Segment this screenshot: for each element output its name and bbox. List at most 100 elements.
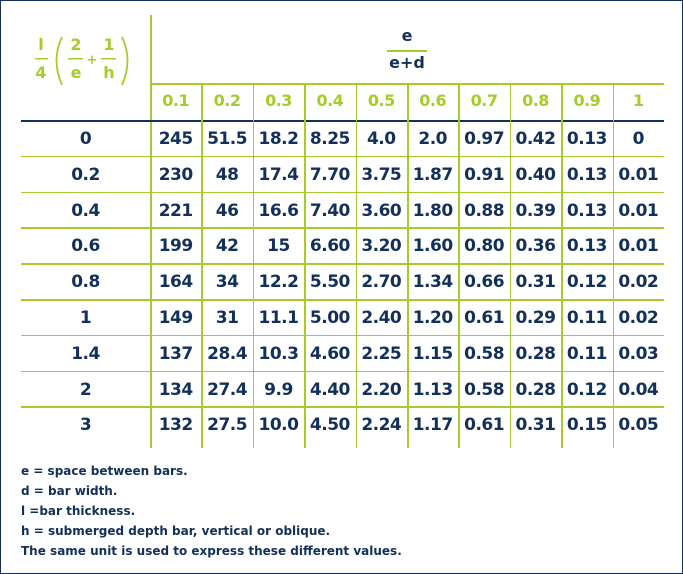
row-header: 0.6 <box>71 236 100 257</box>
table-cell: 0.91 <box>464 164 505 185</box>
table-cell: 4.40 <box>309 379 350 400</box>
table-cell: 0.42 <box>515 129 556 149</box>
table-cell: 0.39 <box>515 200 556 221</box>
row-header: 3 <box>79 415 92 436</box>
table-cell: 0.05 <box>618 415 659 436</box>
note-d: d = bar width. <box>21 484 118 498</box>
table-cell: 0.13 <box>566 129 607 149</box>
table-cell: 134 <box>158 379 194 400</box>
table-cell: 10.0 <box>258 415 299 436</box>
column-separator <box>561 84 563 448</box>
table-cell: 0.11 <box>566 308 607 328</box>
table-cell: 0.29 <box>515 308 556 328</box>
table-cell: 0.13 <box>566 200 607 221</box>
table-cell: 245 <box>158 129 194 149</box>
table-cell: 0.13 <box>566 236 607 257</box>
table-cell: 0.66 <box>464 272 505 293</box>
row-header: 0.8 <box>71 272 100 293</box>
table-cell: 2.20 <box>361 379 402 400</box>
column-header: 0.8 <box>522 91 549 110</box>
table-cell: 2.24 <box>361 415 402 436</box>
table-cell: 0.88 <box>464 200 505 221</box>
table-cell: 0 <box>632 129 645 149</box>
table-cell: 0.58 <box>464 379 505 400</box>
column-header: 0.1 <box>162 91 190 110</box>
table-cell: 0.28 <box>515 343 556 364</box>
column-header: 0.9 <box>573 91 601 110</box>
table-cell: 0.04 <box>618 379 659 400</box>
table-cell: 1.80 <box>412 200 453 221</box>
ratio-denominator: e+d <box>389 53 425 72</box>
table-cell: 42 <box>215 236 239 257</box>
note-e: e = space between bars. <box>21 464 188 478</box>
column-header: 0.5 <box>367 91 395 110</box>
table-cell: 18.2 <box>258 129 299 149</box>
table-cell: 31 <box>215 308 239 328</box>
header-divider-top <box>150 83 664 85</box>
note-h: h = submerged depth bar, vertical or obl… <box>21 524 331 538</box>
table-cell: 28.4 <box>207 343 248 364</box>
row-separator <box>21 155 664 158</box>
table-cell: 1.60 <box>412 236 453 257</box>
header-divider-bottom <box>21 120 664 122</box>
table-cell: 0.15 <box>566 415 607 436</box>
row-header: 0.2 <box>71 164 100 185</box>
table-cell: 9.9 <box>264 379 293 400</box>
row-separator <box>21 263 664 265</box>
table-cell: 3.60 <box>361 200 402 221</box>
table-cell: 2.70 <box>361 272 402 293</box>
table-cell: 1.15 <box>412 343 453 364</box>
table-cell: 221 <box>158 200 194 221</box>
row-separator <box>21 370 664 373</box>
formula-h: h <box>103 63 114 82</box>
table-cell: 12.2 <box>258 272 299 293</box>
table-cell: 132 <box>158 415 194 436</box>
column-header: 0.3 <box>265 91 292 110</box>
table-cell: 0.28 <box>515 379 556 400</box>
row-header: 0.4 <box>71 200 100 221</box>
table-cell: 199 <box>158 236 194 257</box>
column-separator <box>509 84 512 448</box>
table-cell: 46 <box>215 200 239 221</box>
table-cell: 17.4 <box>258 164 299 185</box>
formula-one: 1 <box>103 35 114 54</box>
table-cell: 3.75 <box>361 164 402 185</box>
table-cell: 230 <box>158 164 194 185</box>
table-cell: 149 <box>158 308 194 328</box>
row-separator <box>21 299 664 301</box>
table-cell: 34 <box>215 272 239 293</box>
formula-bar-2 <box>68 58 83 60</box>
table-cell: 0.03 <box>618 343 659 364</box>
table-cell: 10.3 <box>258 343 299 364</box>
table-cell: 0.01 <box>618 164 659 185</box>
table-cell: 4.50 <box>309 415 350 436</box>
table-cell: 1.17 <box>412 415 453 436</box>
formula-e: e <box>71 63 82 82</box>
row-separator <box>21 191 664 194</box>
legend-notes: e = space between bars. d = bar width. l… <box>21 461 661 561</box>
table-cell: 0.02 <box>618 272 659 293</box>
table-cell: 6.60 <box>309 236 350 257</box>
table-cell: 0.31 <box>515 272 556 293</box>
table-cell: 0.11 <box>566 343 607 364</box>
table-cell: 164 <box>158 272 194 293</box>
formula-two: 2 <box>70 35 81 54</box>
note-l: l =bar thickness. <box>21 504 136 518</box>
column-separator <box>612 84 615 448</box>
table-cell: 0.58 <box>464 343 505 364</box>
table-cell: 15 <box>267 236 290 257</box>
table-cell: 0.01 <box>618 200 659 221</box>
table-cell: 5.50 <box>309 272 350 293</box>
column-separator <box>201 84 203 448</box>
table-cell: 48 <box>215 164 239 185</box>
row-header: 0 <box>79 129 92 149</box>
table-cell: 0.12 <box>566 272 607 293</box>
table-cell: 7.70 <box>309 164 350 185</box>
table-cell: 0.61 <box>464 308 505 328</box>
table-cell: 2.0 <box>418 129 447 149</box>
table-cell: 5.00 <box>309 308 350 328</box>
table-cell: 0.61 <box>464 415 505 436</box>
table-cell: 1.13 <box>412 379 453 400</box>
formula-bar-3 <box>101 58 116 60</box>
